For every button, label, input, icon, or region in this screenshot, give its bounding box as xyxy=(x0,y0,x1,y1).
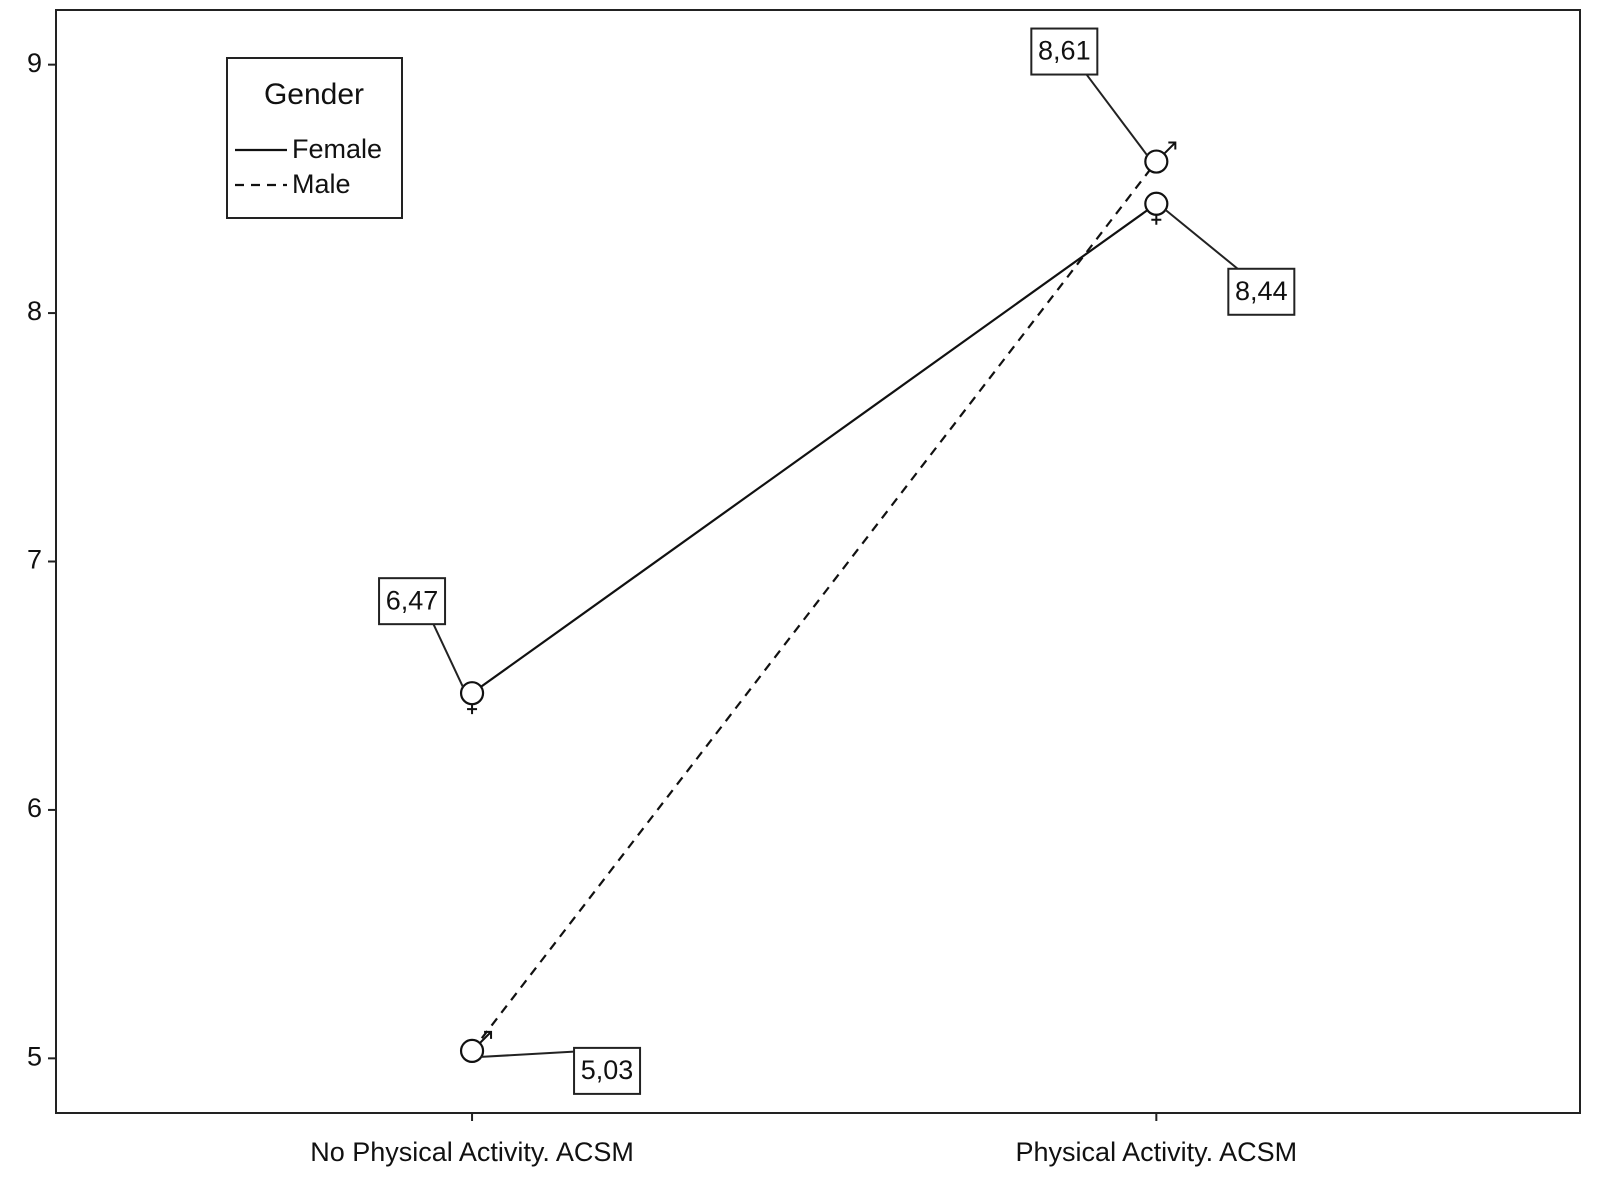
label-box xyxy=(378,577,447,626)
label-leader xyxy=(431,620,464,688)
legend: Gender Female Male xyxy=(226,57,403,219)
y-tick-label: 5 xyxy=(27,1041,42,1071)
female-symbol xyxy=(467,704,478,715)
point xyxy=(459,1038,485,1063)
legend-label: Female xyxy=(292,134,382,164)
data-label: 6,47 xyxy=(386,585,439,615)
x-tick-label: Physical Activity. ACSM xyxy=(1016,1137,1298,1167)
label-leader xyxy=(480,1049,588,1058)
y-tick-label: 7 xyxy=(27,545,42,575)
y-tick-label: 8 xyxy=(27,296,42,326)
series-line xyxy=(471,160,1158,1052)
data-label: 8,44 xyxy=(1235,276,1288,306)
legend-box xyxy=(226,57,403,219)
marker xyxy=(459,1030,493,1063)
label-leader xyxy=(1164,208,1242,273)
male-symbol xyxy=(479,1030,493,1044)
label-box xyxy=(573,1046,642,1095)
male-symbol xyxy=(1163,141,1177,155)
point xyxy=(459,681,485,706)
marker xyxy=(1144,141,1177,174)
data-label: 8,61 xyxy=(1038,36,1091,66)
female-symbol xyxy=(1151,214,1162,225)
y-tick-label: 9 xyxy=(27,48,42,78)
legend-title: Gender xyxy=(264,78,364,111)
legend-label: Male xyxy=(292,169,351,199)
label-box xyxy=(1030,27,1099,76)
x-tick-label: No Physical Activity. ACSM xyxy=(310,1137,634,1167)
series-line xyxy=(471,202,1157,695)
point xyxy=(1144,191,1169,216)
label-box xyxy=(1227,267,1296,316)
y-tick-label: 6 xyxy=(27,793,42,823)
data-label: 5,03 xyxy=(581,1055,634,1085)
marker xyxy=(459,681,485,715)
label-leader xyxy=(1083,70,1149,157)
point xyxy=(1144,149,1169,174)
marker xyxy=(1144,191,1169,225)
